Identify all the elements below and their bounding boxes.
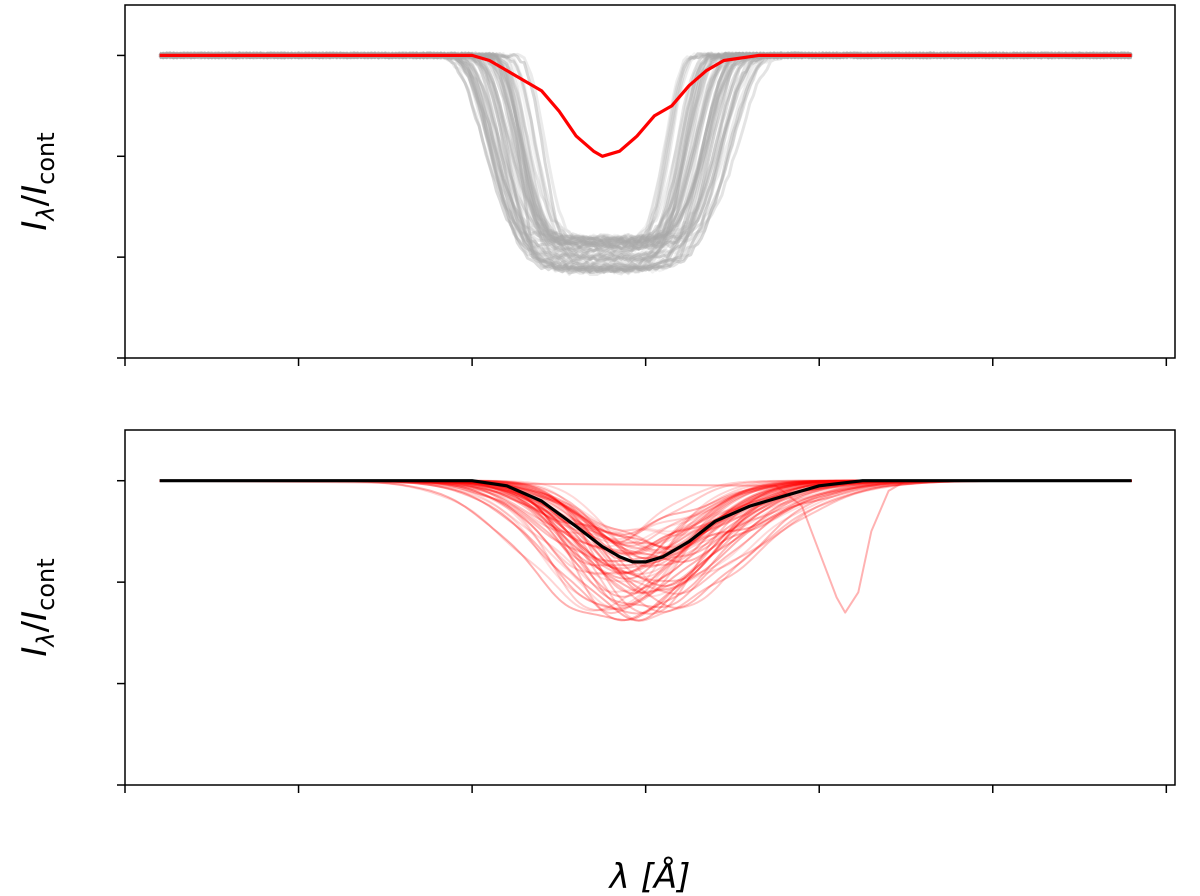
bottom-mean-line <box>159 479 1132 564</box>
top-individual-line <box>158 51 1133 251</box>
top-individual-line <box>158 51 1133 241</box>
top-individual-line <box>159 51 1133 247</box>
top-individual-line <box>159 51 1132 248</box>
top-individual-line <box>159 51 1133 241</box>
top-mean-line <box>159 53 1132 158</box>
top-individual-line <box>159 51 1133 242</box>
bottom-panel: Iλ/Icont λ [Å] <box>15 429 1176 896</box>
bottom-individual-spectra <box>159 479 1132 622</box>
top-individual-spectra <box>158 51 1133 276</box>
top-individual-line <box>158 51 1133 248</box>
top-individual-line <box>158 51 1133 251</box>
top-individual-line <box>159 51 1133 242</box>
bottom-individual-line <box>159 479 1132 543</box>
top-individual-line <box>158 51 1132 242</box>
top-individual-line <box>158 51 1132 243</box>
bottom-individual-line <box>159 479 1132 547</box>
top-individual-line <box>158 51 1133 242</box>
bottom-individual-line <box>159 479 1132 545</box>
top-individual-line <box>159 51 1133 242</box>
bottom-y-axis-label: Iλ/Icont <box>15 558 60 656</box>
top-panel: Iλ/Icont <box>15 4 1176 366</box>
top-individual-line <box>159 51 1133 245</box>
top-y-axis-label: Iλ/Icont <box>15 132 60 230</box>
top-individual-line <box>158 51 1133 251</box>
top-individual-line <box>159 51 1132 246</box>
top-individual-line <box>159 51 1133 247</box>
bottom-outlier-line <box>159 479 1132 614</box>
top-individual-line <box>158 51 1133 254</box>
bottom-individual-line <box>159 479 1132 536</box>
top-individual-line <box>159 51 1133 250</box>
bottom-axes-frame <box>124 429 1176 786</box>
top-individual-line <box>158 51 1133 244</box>
top-individual-line <box>158 51 1133 249</box>
bottom-representative-line <box>159 479 1132 594</box>
top-individual-line <box>159 51 1132 244</box>
bottom-individual-line <box>159 479 1132 545</box>
top-individual-line <box>159 51 1132 254</box>
top-representative-line <box>159 53 1132 269</box>
top-axes-frame <box>124 4 1176 359</box>
bottom-x-axis-label: λ [Å] <box>608 856 691 896</box>
top-individual-line <box>158 51 1132 246</box>
top-individual-line <box>159 51 1132 248</box>
top-individual-line <box>159 51 1132 248</box>
top-individual-line <box>158 51 1133 246</box>
top-individual-line <box>159 51 1132 252</box>
bottom-individual-line <box>159 479 1132 593</box>
top-individual-line <box>159 51 1133 247</box>
